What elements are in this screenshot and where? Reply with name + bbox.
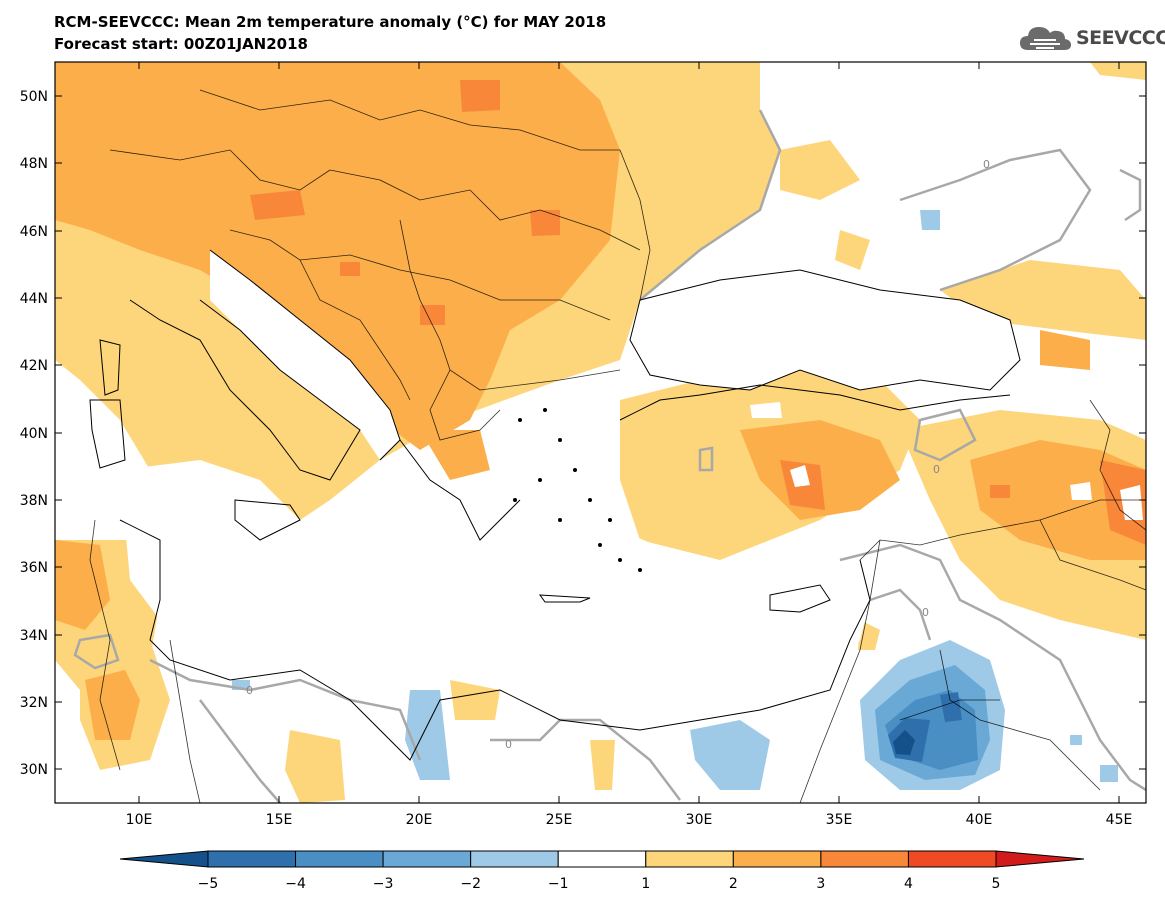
- lat-tick-label: 36N: [20, 560, 48, 576]
- colorbar-tick-label: −1: [548, 876, 569, 892]
- colorbar-tick-label: 1: [641, 876, 650, 892]
- map-area: 0 0 0 0 0: [55, 62, 1146, 803]
- contour-label: 0: [246, 684, 253, 697]
- colorbar-tick-label: 4: [904, 876, 913, 892]
- colorbar-tick-label: 3: [816, 876, 825, 892]
- colorbar-segment: [907, 850, 997, 868]
- anomaly-gaps: [750, 402, 1143, 520]
- lat-tick-label: 46N: [20, 224, 48, 240]
- longitude-axis: [138, 62, 1120, 803]
- colorbar-tick-label: 5: [992, 876, 1001, 892]
- latitude-axis: [55, 95, 1146, 770]
- zero-contours: [73, 109, 1146, 803]
- colorbar-segment: [295, 850, 384, 868]
- cloud-icon: [1020, 27, 1071, 50]
- country-borders: [89, 89, 1146, 803]
- sea-areas: [120, 250, 1020, 710]
- colorbar-max-arrow: [995, 850, 1085, 868]
- contour-label: 0: [505, 738, 512, 751]
- anomaly-negative-field: [232, 210, 1118, 790]
- contour-label: 0: [922, 606, 929, 619]
- longitude-labels: 10E 15E 20E 25E 30E 35E 40E 45E: [126, 812, 1133, 828]
- lat-tick-label: 44N: [20, 291, 48, 307]
- lon-tick-label: 25E: [546, 812, 573, 828]
- lon-tick-label: 40E: [966, 812, 993, 828]
- lat-tick-label: 48N: [20, 156, 48, 172]
- colorbar-segment: [557, 850, 647, 868]
- colorbar-tick-label: −5: [198, 876, 219, 892]
- colorbar: −5 −4 −3 −2 −1 1 2 3 4 5: [119, 850, 1085, 892]
- lat-tick-label: 40N: [20, 426, 48, 442]
- lat-tick-label: 34N: [20, 628, 48, 644]
- lat-tick-label: 42N: [20, 358, 48, 374]
- lon-tick-label: 15E: [266, 812, 293, 828]
- logo-text: SEEVCCC: [1076, 27, 1165, 49]
- map-title: RCM-SEEVCCC: Mean 2m temperature anomaly…: [54, 13, 607, 31]
- colorbar-tick-label: −2: [460, 876, 481, 892]
- contour-labels: 0 0 0 0 0: [246, 158, 990, 751]
- forecast-start-label: Forecast start: 00Z01JAN2018: [54, 35, 308, 53]
- colorbar-segment: [470, 850, 559, 868]
- coastlines: [89, 249, 1021, 761]
- colorbar-segment: [207, 850, 297, 868]
- latitude-labels: 50N 48N 46N 44N 42N 40N 38N 36N 34N 32N …: [20, 89, 48, 778]
- lon-tick-label: 45E: [1106, 812, 1133, 828]
- lon-tick-label: 35E: [826, 812, 853, 828]
- colorbar-segment: [645, 850, 734, 868]
- contour-label: 0: [933, 463, 940, 476]
- lon-tick-label: 20E: [406, 812, 433, 828]
- lat-tick-label: 30N: [20, 762, 48, 778]
- lon-tick-label: 10E: [126, 812, 153, 828]
- colorbar-tick-label: −4: [285, 876, 306, 892]
- seevccc-logo: SEEVCCC: [1018, 22, 1165, 54]
- lon-tick-label: 30E: [686, 812, 713, 828]
- colorbar-tick-label: −3: [373, 876, 394, 892]
- contour-label: 0: [983, 158, 990, 171]
- colorbar-segment: [382, 850, 472, 868]
- lat-tick-label: 32N: [20, 695, 48, 711]
- colorbar-segment: [732, 850, 822, 868]
- colorbar-tick-label: 2: [729, 876, 738, 892]
- lat-tick-label: 50N: [20, 89, 48, 105]
- lat-tick-label: 38N: [20, 493, 48, 509]
- colorbar-min-arrow: [119, 850, 209, 868]
- colorbar-segment: [820, 850, 909, 868]
- aegean-islands: [513, 408, 642, 572]
